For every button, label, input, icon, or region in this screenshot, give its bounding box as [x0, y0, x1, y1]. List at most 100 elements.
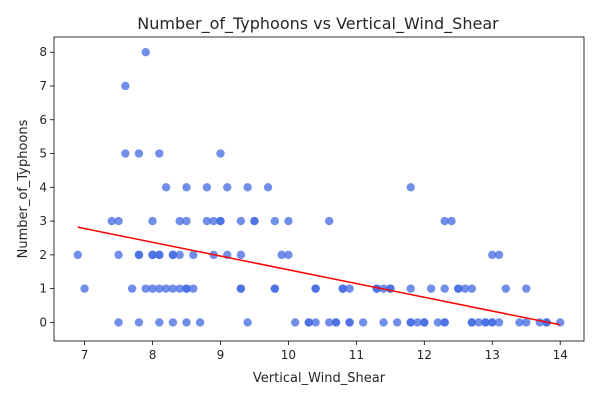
scatter-point-32 [175, 284, 184, 293]
scatter-point-111 [488, 250, 497, 260]
scatter-point-116 [501, 284, 511, 293]
scatter-point-76 [338, 284, 347, 293]
scatter-point-115 [494, 318, 504, 327]
scatter-point-30 [175, 216, 184, 226]
scatter-point-92 [413, 318, 422, 327]
y-axis: 0 1 2 3 4 5 6 7 8 [39, 45, 54, 329]
y-tick-label: 4 [39, 180, 47, 194]
scatter-point-119 [522, 318, 531, 327]
x-tick-label: 13 [485, 348, 500, 362]
scatter-point-94 [420, 318, 429, 327]
scatter-point-84 [379, 318, 388, 327]
scatter-point-3 [114, 216, 123, 226]
scatter-point-25 [161, 284, 171, 293]
scatter-point-55 [243, 318, 252, 327]
x-tick-label: 7 [81, 348, 89, 362]
scatter-point-15 [148, 216, 157, 226]
y-tick-label: 1 [39, 282, 47, 296]
y-tick-label: 7 [39, 79, 47, 93]
scatter-point-36 [182, 284, 191, 293]
scatter-point-5 [114, 318, 123, 327]
scatter-point-58 [263, 183, 273, 192]
scatter-point-72 [324, 318, 334, 327]
scatter-point-79 [345, 318, 354, 327]
scatter-point-23 [155, 318, 164, 327]
scatter-point-42 [202, 216, 212, 226]
scatter-point-69 [311, 284, 320, 293]
scatter-point-11 [134, 250, 144, 260]
scatter-point-8 [127, 284, 137, 293]
scatter-point-70 [311, 318, 320, 327]
scatter-point-71 [324, 216, 334, 226]
scatter-point-6 [121, 81, 130, 91]
x-tick-label: 12 [417, 348, 432, 362]
x-tick-label: 11 [349, 348, 364, 362]
scatter-point-88 [406, 183, 415, 192]
scatter-point-63 [284, 216, 293, 226]
scatter-point-95 [426, 284, 436, 293]
scatter-point-61 [270, 284, 280, 293]
scatter-point-12 [134, 318, 144, 327]
scatter-point-39 [189, 284, 198, 293]
scatter-point-31 [175, 250, 184, 260]
y-tick-label: 2 [39, 248, 47, 262]
x-tick-label: 9 [217, 348, 225, 362]
scatter-point-50 [236, 216, 246, 226]
scatter-point-91 [406, 318, 415, 327]
scatter-point-110 [481, 318, 490, 327]
scatter-point-65 [291, 318, 300, 327]
scatter-point-0 [73, 250, 82, 260]
scatter-point-77 [345, 284, 354, 293]
scatter-point-114 [494, 250, 504, 260]
scatter-point-54 [243, 183, 252, 192]
y-tick-label: 6 [39, 113, 47, 127]
scatter-point-98 [440, 284, 449, 293]
scatter-point-117 [515, 318, 524, 327]
scatter-point-45 [216, 149, 225, 158]
scatter-point-34 [182, 216, 191, 226]
scatter-point-24 [161, 183, 171, 192]
scatter-point-22 [155, 284, 164, 293]
scatter-point-29 [168, 318, 178, 327]
x-tick-label: 10 [281, 348, 296, 362]
y-tick-label: 5 [39, 147, 47, 161]
x-tick-label: 14 [553, 348, 568, 362]
scatter-point-14 [141, 284, 150, 293]
y-tick-label: 3 [39, 214, 47, 228]
scatter-point-97 [440, 216, 449, 226]
scatter-point-113 [488, 318, 497, 327]
scatter-point-21 [155, 250, 164, 260]
scatter-point-37 [182, 318, 191, 327]
scatter-point-53 [236, 284, 246, 293]
x-axis-label: Vertical_Wind_Shear [253, 371, 386, 386]
scatter-point-59 [270, 216, 280, 226]
scatter-point-118 [522, 284, 531, 293]
plot-area [73, 48, 565, 327]
scatter-point-28 [168, 284, 178, 293]
scatter-point-7 [121, 149, 130, 158]
scatter-point-1 [80, 284, 89, 293]
scatter-point-9 [134, 149, 144, 158]
y-axis-label: Number_of_Typhoons [16, 119, 31, 258]
scatter-point-38 [189, 250, 198, 260]
scatter-point-41 [202, 183, 212, 192]
scatter-point-74 [331, 318, 341, 327]
scatter-point-43 [209, 216, 218, 226]
scatter-point-4 [114, 250, 123, 260]
scatter-point-103 [454, 284, 463, 293]
x-tick-label: 8 [149, 348, 157, 362]
scatter-point-62 [277, 250, 286, 260]
scatter-point-51 [236, 250, 246, 260]
scatter-point-108 [474, 318, 483, 327]
scatter-point-33 [182, 183, 191, 192]
scatter-point-64 [284, 250, 293, 260]
chart-title: Number_of_Typhoons vs Vertical_Wind_Shea… [137, 14, 499, 34]
scatter-point-18 [148, 284, 157, 293]
scatter-point-80 [358, 318, 368, 327]
plot-frame [53, 36, 585, 342]
scatter-point-27 [168, 250, 178, 260]
scatter-point-40 [195, 318, 205, 327]
scatter-point-17 [148, 250, 157, 260]
scatter-point-100 [440, 318, 449, 327]
